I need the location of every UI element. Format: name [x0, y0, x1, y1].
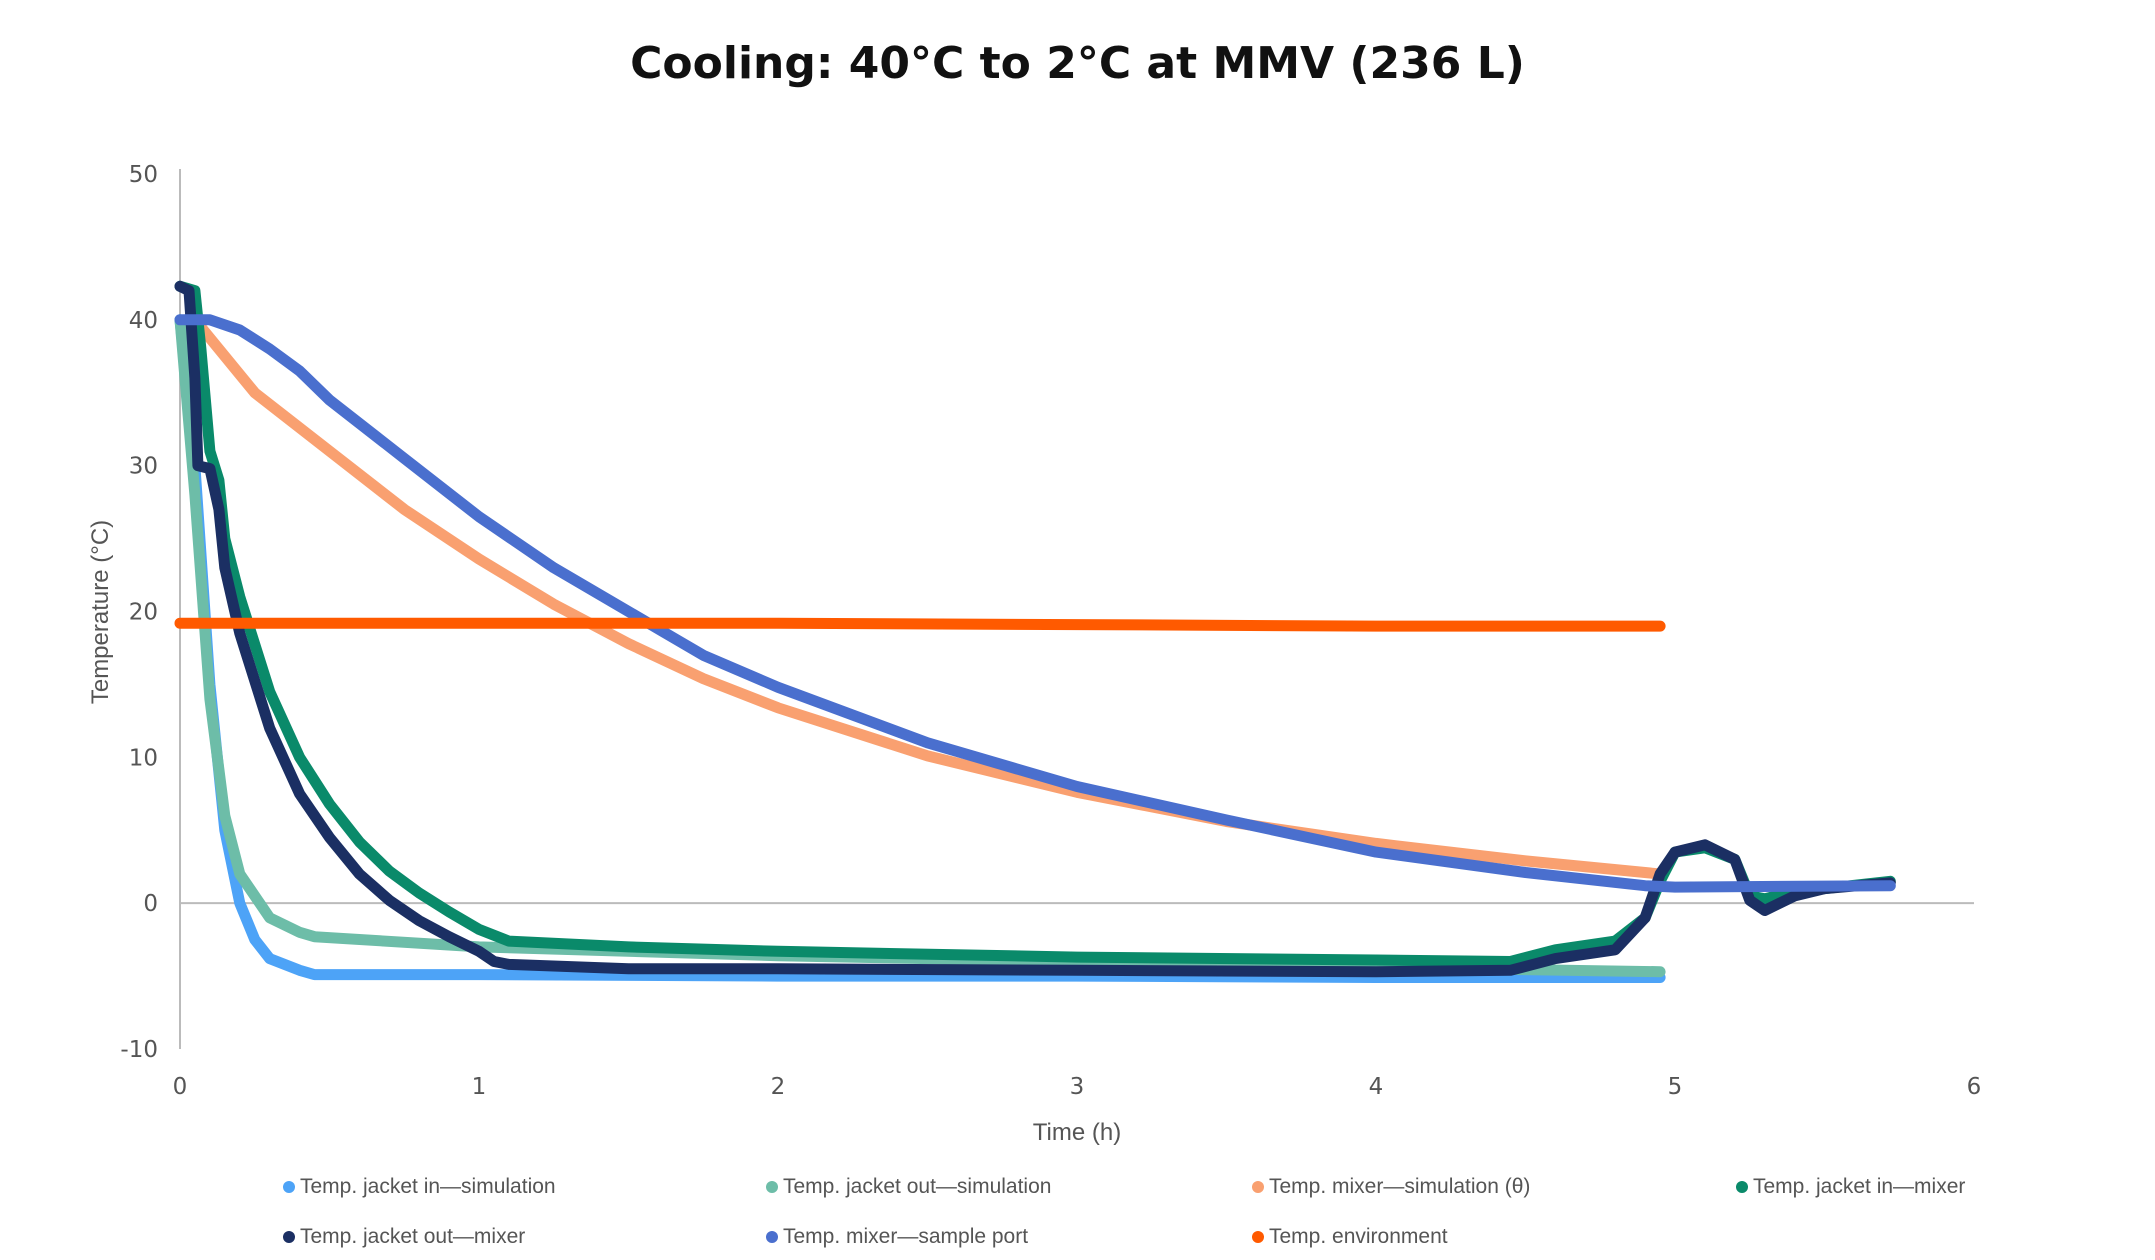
chart-title: Cooling: 40°C to 2°C at MMV (236 L) — [630, 38, 1525, 89]
legend-item: Temp. jacket out—simulation — [766, 1175, 1051, 1199]
legend-marker-icon — [283, 1231, 295, 1243]
legend-item: Temp. mixer—sample port — [766, 1225, 1028, 1249]
legend-item: Temp. jacket in—mixer — [1736, 1175, 1965, 1199]
y-tick-label: 0 — [143, 891, 158, 917]
legend-item: Temp. environment — [1252, 1225, 1448, 1249]
legend-marker-icon — [766, 1231, 778, 1243]
x-tick-label: 5 — [1668, 1074, 1683, 1100]
x-axis-label: Time (h) — [1033, 1119, 1121, 1146]
legend-item: Temp. mixer—simulation (θ) — [1252, 1175, 1530, 1199]
legend-label: Temp. jacket in—mixer — [1753, 1175, 1966, 1198]
legend-label: Temp. jacket in—simulation — [300, 1175, 556, 1198]
legend-marker-icon — [1252, 1181, 1264, 1193]
x-tick-label: 3 — [1070, 1074, 1085, 1100]
y-tick-label: 30 — [129, 454, 158, 480]
series-line-7 — [174, 617, 1666, 632]
x-tick-label: 1 — [472, 1074, 487, 1100]
y-axis-label: Temperature (°C) — [87, 520, 114, 704]
x-tick-label: 6 — [1967, 1074, 1982, 1100]
series-line-3 — [189, 314, 1666, 880]
legend-marker-icon — [1736, 1181, 1748, 1193]
legend-item: Temp. jacket out—mixer — [283, 1225, 525, 1249]
y-tick-label: 50 — [129, 162, 158, 188]
legend-label: Temp. mixer—simulation (θ) — [1269, 1175, 1531, 1198]
x-tick-label: 4 — [1369, 1074, 1384, 1100]
series-line-6 — [174, 314, 1896, 893]
legend-marker-icon — [766, 1181, 778, 1193]
y-tick-label: 20 — [129, 600, 158, 626]
x-tick-label: 2 — [771, 1074, 786, 1100]
legend-marker-icon — [1252, 1231, 1264, 1243]
legend-label: Temp. mixer—sample port — [783, 1225, 1029, 1248]
legend-label: Temp. environment — [1269, 1225, 1448, 1248]
legend-label: Temp. jacket out—simulation — [783, 1175, 1052, 1198]
legend-marker-icon — [283, 1181, 295, 1193]
series-line-5 — [174, 280, 1896, 978]
y-tick-label: -10 — [120, 1037, 158, 1063]
legend-item: Temp. jacket in—simulation — [283, 1175, 556, 1199]
legend-label: Temp. jacket out—mixer — [300, 1225, 526, 1248]
y-tick-label: 40 — [129, 308, 158, 334]
y-tick-label: 10 — [129, 745, 158, 771]
x-tick-label: 0 — [173, 1074, 188, 1100]
